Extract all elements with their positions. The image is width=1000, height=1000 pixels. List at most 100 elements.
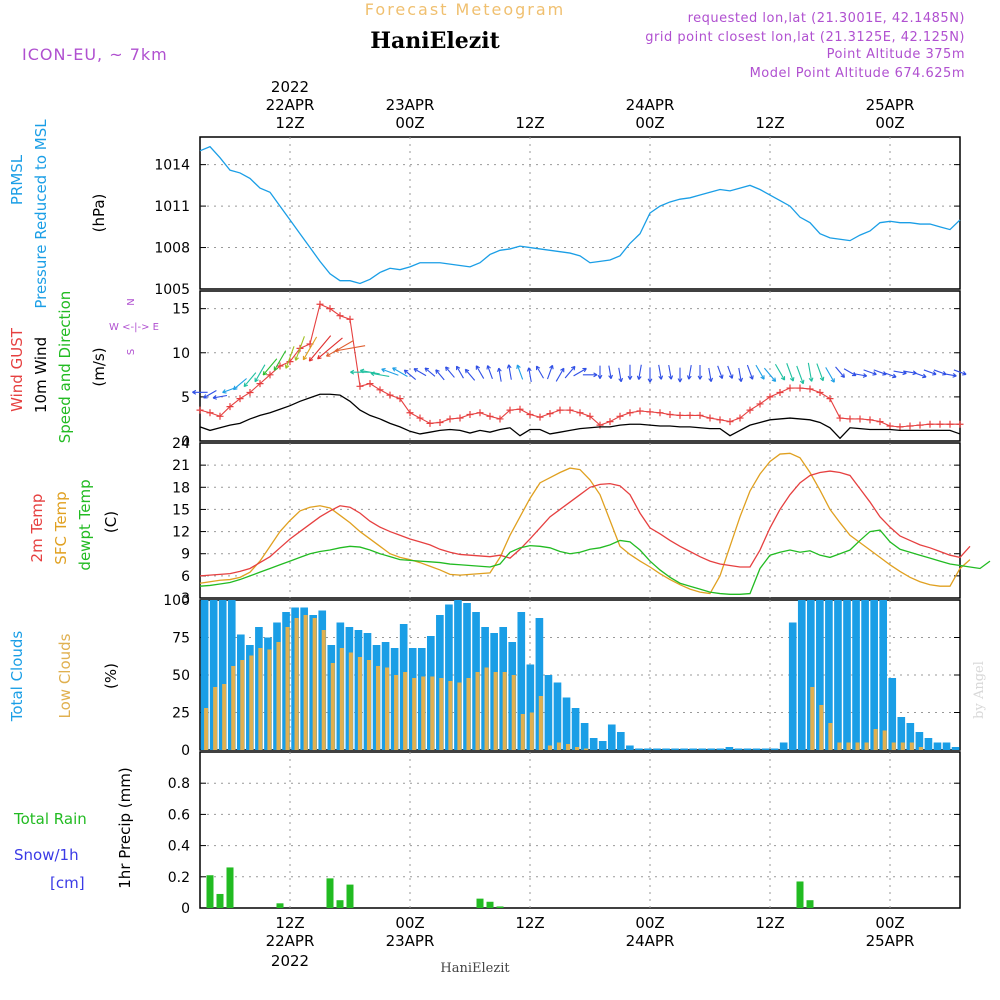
gust-marker (326, 305, 334, 313)
wind-unit: (m/s) (90, 347, 108, 386)
top-date-label: 23APR (386, 96, 435, 114)
low-cloud-bar (575, 747, 580, 750)
top-year-label: 2022 (271, 78, 309, 96)
wind-direction-arrow (334, 345, 366, 353)
gust-marker (436, 418, 444, 426)
low-cloud-bar (448, 681, 453, 750)
gust-marker (426, 419, 434, 427)
y-tick-label: 25 (172, 706, 190, 722)
y-tick-label: 75 (172, 631, 190, 647)
total-cloud-bar (942, 742, 951, 750)
gust-marker (896, 423, 904, 431)
gust-marker (226, 403, 234, 411)
total-cloud-bar (834, 600, 842, 750)
low-cloud-bar (882, 730, 887, 750)
gust-marker (866, 416, 874, 424)
y-tick-label: 15 (172, 502, 190, 518)
wind-direction-arrow (317, 337, 343, 360)
gust-marker (946, 420, 954, 428)
total-cloud-bar (707, 748, 716, 750)
total-cloud-bar (680, 748, 688, 750)
gust-marker (716, 416, 724, 424)
wind-direction-arrow (284, 346, 295, 369)
wind-direction-arrow (370, 371, 390, 377)
low-cloud-bar (249, 655, 254, 750)
low-cloud-bar (529, 712, 534, 750)
gust-marker (786, 384, 794, 392)
low-cloud-bar (213, 687, 218, 750)
total-cloud-bar (698, 748, 707, 750)
rain-bar (336, 900, 344, 908)
y-tick-label: 0 (181, 434, 190, 450)
wind-direction-arrow (923, 369, 937, 376)
gust-marker (796, 384, 804, 392)
wind-direction-arrow (516, 364, 524, 380)
panel-frame-wind (199, 290, 961, 442)
gust-marker (676, 411, 684, 419)
gust-marker (266, 371, 274, 379)
low-cloud-bar (547, 745, 552, 750)
low-cloud-bar (520, 714, 525, 750)
gust-marker (616, 412, 624, 420)
total-cloud-bar (897, 717, 906, 750)
gust-marker (356, 382, 364, 390)
low-cloud-bar (864, 742, 869, 750)
bottom-hour-label: 00Z (635, 914, 664, 932)
snow-unit-label: [cm] (50, 874, 85, 892)
gust-marker (516, 405, 524, 413)
low-cloud-bar (484, 667, 489, 750)
location-title: HaniElezit (370, 28, 500, 54)
pressure-label-2: Pressure Reduced to MSL (32, 119, 50, 309)
closest-coords: grid point closest lon,lat (21.3125E, 42… (645, 30, 965, 45)
gust-marker (806, 385, 814, 393)
wind-direction-arrow (774, 363, 786, 381)
wind-direction-arrow (883, 372, 897, 379)
gust-marker (756, 400, 764, 408)
wind-direction-arrow (677, 367, 683, 383)
total-cloud-bar (725, 747, 734, 750)
wind-direction-arrow (608, 365, 613, 380)
gust-marker (566, 406, 574, 414)
low-cloud-bar (918, 747, 923, 750)
gust-marker (846, 415, 854, 423)
bottom-date-label: 22APR (266, 932, 315, 950)
total-cloud-bar (580, 723, 589, 750)
gust-marker (646, 408, 654, 416)
wind-direction-arrow (863, 369, 877, 376)
wind-direction-arrow (853, 373, 868, 378)
total-cloud-bar (879, 600, 888, 750)
gust-marker (586, 412, 594, 420)
total-cloud-bar (797, 600, 806, 750)
wind-direction-arrow (350, 369, 370, 375)
temp-2m-label: 2m Temp (28, 494, 46, 563)
low-cloud-bar (538, 696, 543, 750)
rain-bar (476, 898, 484, 908)
low-cloud-bar (240, 660, 245, 750)
low-cloud-bar (837, 742, 842, 750)
snow-label: Snow/1h (14, 846, 79, 864)
y-tick-label: 0.2 (168, 870, 190, 886)
wind-direction-arrow (424, 367, 436, 377)
gust-marker (636, 407, 644, 415)
total-cloud-bar (779, 742, 788, 750)
gust-marker (466, 411, 474, 419)
gust-line (199, 303, 960, 428)
total-cloud-bar (816, 600, 824, 750)
wind-direction-arrow (464, 368, 476, 381)
gust-marker (776, 388, 784, 396)
low-cloud-bar (439, 678, 444, 750)
gust-marker (696, 411, 704, 419)
y-tick-label: 12 (172, 525, 190, 541)
gust-marker (836, 414, 844, 422)
wind-direction-arrow (203, 390, 217, 399)
total-cloud-bar (544, 675, 553, 750)
low-cloud-bar (366, 660, 371, 750)
total-cloud-bar (517, 612, 526, 750)
low-cloud-bar (556, 742, 561, 750)
wind-direction-arrow (697, 365, 703, 380)
total-cloud-bar (770, 748, 779, 750)
total-cloud-bar (671, 748, 679, 750)
gust-marker (546, 410, 554, 418)
gust-marker (556, 406, 564, 414)
